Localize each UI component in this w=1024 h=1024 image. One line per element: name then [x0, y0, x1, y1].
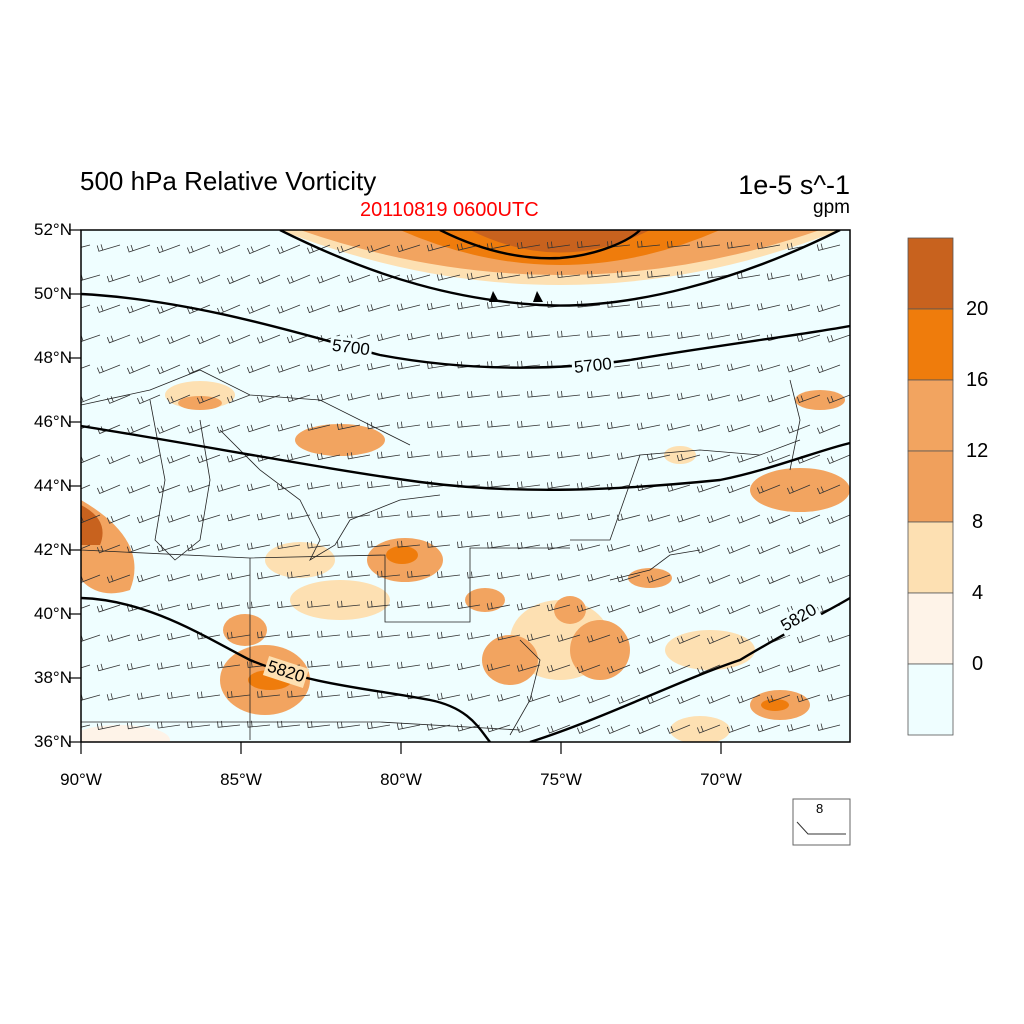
- lat-label: 44°N: [34, 476, 72, 495]
- axis-ticks: [69, 229, 722, 754]
- colorbar-swatch: [907, 521, 954, 594]
- trough-markers: [489, 291, 543, 302]
- colorbar-label: 8: [972, 511, 984, 533]
- colorbar-label: 20: [966, 298, 989, 320]
- lat-label: 38°N: [34, 668, 72, 687]
- political-boundaries: [81, 369, 801, 740]
- colorbar-label: 12: [966, 440, 989, 462]
- colorbar-swatch: [907, 450, 954, 523]
- lat-label: 52°N: [34, 220, 72, 239]
- colorbar-swatch: [907, 379, 954, 452]
- lat-label: 42°N: [34, 540, 72, 559]
- lon-label: 75°W: [540, 770, 582, 789]
- chart-title: 500 hPa Relative Vorticity: [80, 166, 377, 196]
- colorbar-label: 0: [972, 653, 984, 675]
- colorbar-label: 4: [972, 582, 984, 604]
- colorbar-swatch: [907, 663, 954, 736]
- lat-label: 50°N: [34, 284, 72, 303]
- vorticity-shading: [81, 230, 850, 742]
- lon-label: 80°W: [380, 770, 422, 789]
- units-label: 1e-5 s^-1: [738, 170, 850, 200]
- colorbar-swatch: [907, 592, 954, 665]
- lat-label: 36°N: [34, 732, 72, 751]
- colorbar-label: 16: [966, 369, 989, 391]
- lat-label: 48°N: [34, 348, 72, 367]
- lon-label: 90°W: [60, 770, 102, 789]
- reference-vector-box: [792, 798, 851, 846]
- lon-label: 85°W: [220, 770, 262, 789]
- colorbar-swatch: [907, 308, 954, 381]
- valid-time: 20110819 0600UTC: [360, 199, 539, 221]
- contour-units-label: gpm: [813, 197, 850, 218]
- reference-vector-label: 8: [816, 801, 824, 816]
- lon-label: 70°W: [700, 770, 742, 789]
- lat-label: 46°N: [34, 412, 72, 431]
- lat-label: 40°N: [34, 604, 72, 623]
- colorbar-swatch: [907, 237, 954, 310]
- colorbar: [907, 237, 954, 736]
